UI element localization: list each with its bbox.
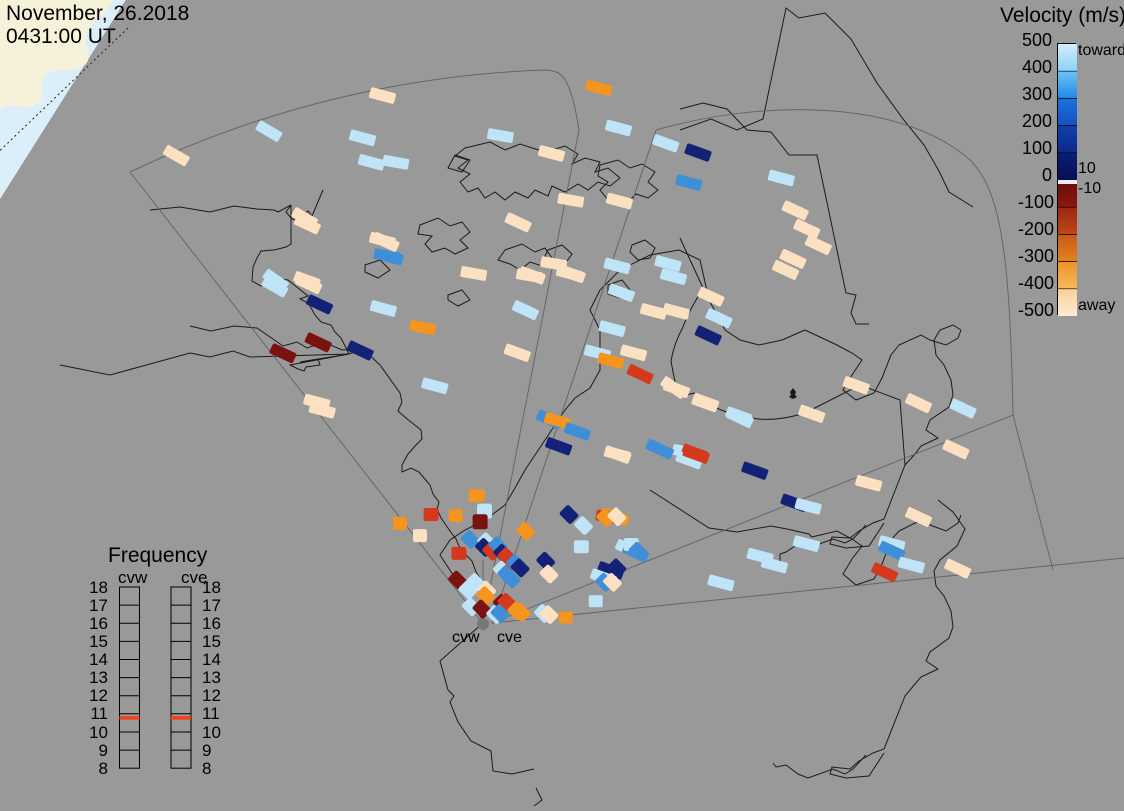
svg-text:10: 10 [202, 723, 221, 742]
svg-text:8: 8 [99, 759, 108, 778]
svg-text:14: 14 [202, 650, 221, 669]
svg-text:10: 10 [89, 723, 108, 742]
svg-text:17: 17 [89, 596, 108, 615]
svg-text:13: 13 [89, 668, 108, 687]
svg-text:17: 17 [202, 596, 221, 615]
svg-text:11: 11 [202, 704, 220, 723]
svg-text:9: 9 [202, 741, 211, 760]
svg-text:18: 18 [89, 578, 108, 597]
svg-text:16: 16 [89, 614, 108, 633]
svg-text:12: 12 [202, 686, 221, 705]
svg-text:13: 13 [202, 668, 221, 687]
svg-text:12: 12 [89, 686, 108, 705]
svg-text:11: 11 [90, 704, 108, 723]
svg-text:15: 15 [89, 632, 108, 651]
svg-text:18: 18 [202, 578, 221, 597]
svg-text:14: 14 [89, 650, 108, 669]
svg-text:8: 8 [202, 759, 211, 778]
svg-text:9: 9 [99, 741, 108, 760]
svg-text:15: 15 [202, 632, 221, 651]
svg-text:16: 16 [202, 614, 221, 633]
